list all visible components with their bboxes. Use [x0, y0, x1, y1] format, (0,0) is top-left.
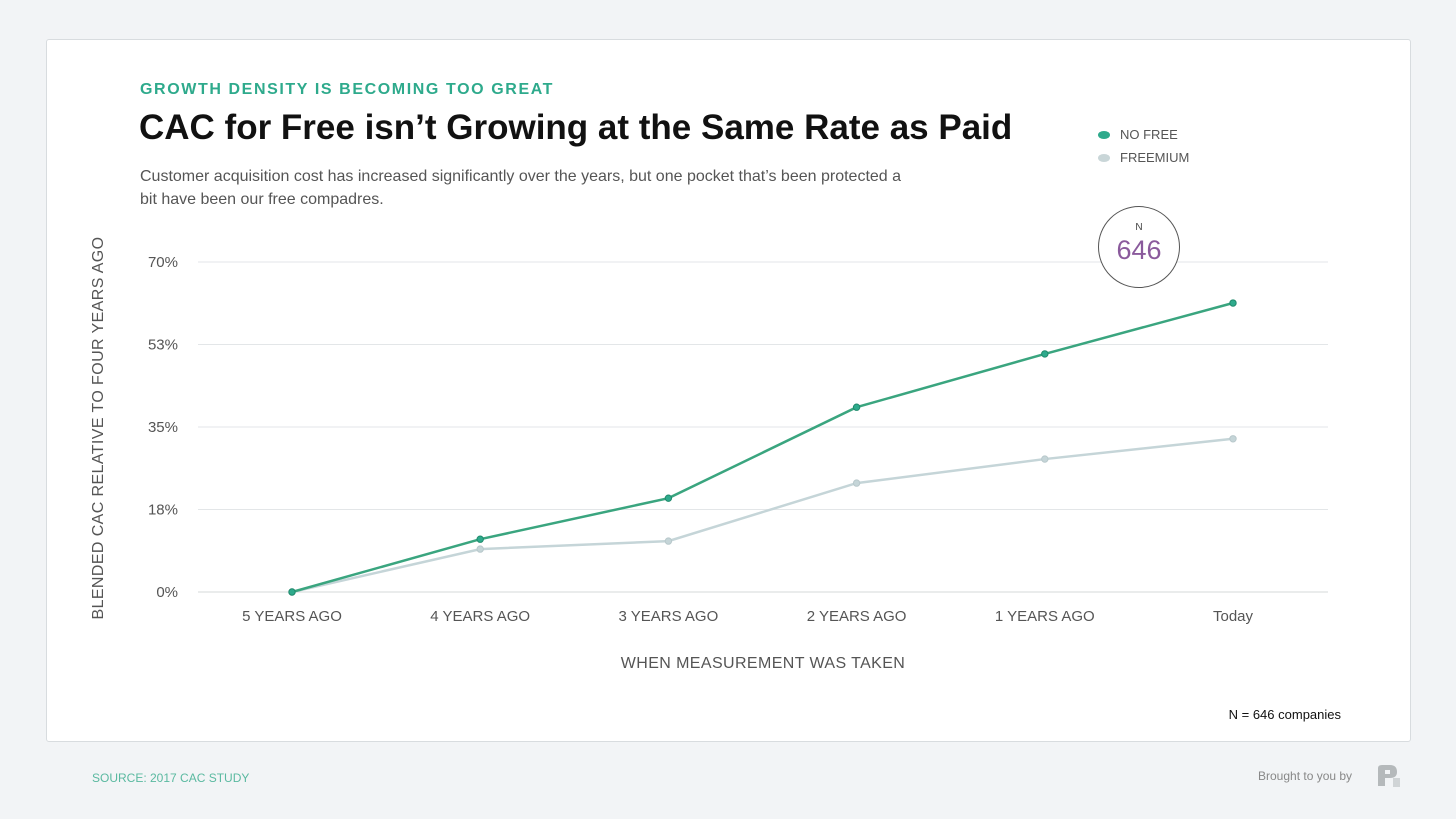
data-point [1041, 455, 1049, 463]
x-tick-label: Today [1213, 608, 1254, 625]
source: SOURCE: 2017 CAC STUDY [92, 771, 250, 785]
y-tick-label: 0% [156, 584, 178, 601]
x-tick-label: 2 YEARS AGO [807, 608, 907, 625]
brand-logo-icon [1378, 765, 1400, 787]
series-line-no-free [291, 301, 1234, 594]
data-point [852, 479, 861, 487]
x-tick-label: 5 YEARS AGO [242, 608, 342, 625]
chart-card [46, 39, 1411, 742]
legend-item-freemium: FREEMIUM [1098, 146, 1189, 169]
y-tick-label: 35% [148, 419, 178, 436]
brought-to-you-by: Brought to you by [1258, 769, 1353, 783]
sample-size-badge: N 646 [1098, 206, 1180, 288]
legend-item-no-free: NO FREE [1098, 123, 1189, 146]
legend-label: NO FREE [1120, 127, 1178, 142]
badge-value: 646 [1116, 235, 1162, 265]
data-point [664, 537, 673, 545]
kicker: GROWTH DENSITY IS BECOMING TOO GREAT [140, 81, 555, 98]
data-point [476, 545, 484, 553]
data-point [1229, 435, 1237, 443]
badge-label: N [1135, 222, 1143, 233]
data-point [852, 403, 861, 411]
y-axis-label: BLENDED CAC RELATIVE TO FOUR YEARS AGO [90, 236, 107, 620]
data-point [1229, 299, 1237, 307]
x-tick-label: 4 YEARS AGO [430, 608, 530, 625]
legend: NO FREE FREEMIUM [1098, 123, 1189, 169]
sample-note: N = 646 companies [1228, 707, 1341, 722]
chart-title: CAC for Free isn’t Growing at the Same R… [139, 108, 1013, 147]
data-point [664, 494, 673, 502]
x-tick-label: 3 YEARS AGO [619, 608, 719, 625]
y-tick-label: 18% [148, 502, 178, 519]
x-tick-label: 1 YEARS AGO [995, 608, 1095, 625]
y-tick-label: 53% [148, 337, 178, 354]
legend-swatch-freemium [1098, 153, 1110, 162]
data-point [1041, 350, 1049, 358]
data-point [476, 535, 484, 543]
y-tick-label: 70% [148, 254, 178, 271]
data-point [288, 588, 296, 596]
x-axis-label: WHEN MEASUREMENT WAS TAKEN [620, 655, 906, 672]
legend-swatch-no-free [1098, 130, 1110, 139]
legend-label: FREEMIUM [1120, 150, 1190, 165]
series-line-freemium [291, 437, 1234, 594]
chart-subtitle: Customer acquisition cost has increased … [140, 168, 902, 208]
